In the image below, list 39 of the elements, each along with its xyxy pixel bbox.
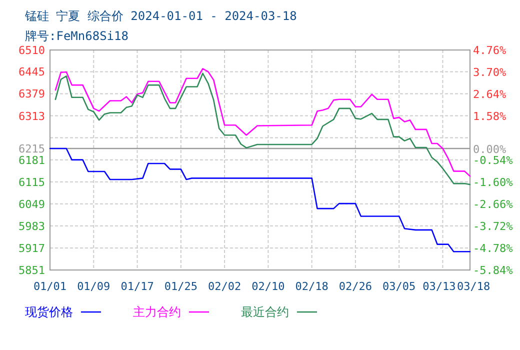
y2-tick-label: -1.60% — [473, 176, 514, 189]
line-series — [49, 148, 471, 252]
legend-label: 最近合约 — [241, 305, 289, 319]
y2-tick-label: 4.76% — [473, 44, 506, 57]
x-tick-label: 03/13 — [422, 280, 456, 293]
y-tick-label: 6115 — [18, 176, 45, 189]
y2-tick-label: -2.66% — [473, 198, 514, 211]
y-tick-label: 6379 — [18, 88, 45, 101]
x-tick-label: 02/02 — [208, 280, 242, 293]
y2-tick-label: 1.58% — [473, 110, 506, 123]
y2-tick-label: -0.54% — [473, 154, 514, 167]
y-tick-label: 6313 — [18, 110, 45, 123]
y-tick-label: 6215 — [18, 142, 45, 156]
x-tick-label: 03/05 — [382, 280, 416, 293]
y2-tick-label: 3.70% — [473, 66, 506, 79]
chart-subtitle: 牌号:FeMn68Si18 — [25, 29, 128, 43]
x-tick-label: 01/01 — [33, 280, 67, 293]
chart-title: 锰硅 宁夏 综合价 2024-01-01 - 2024-03-18 — [24, 9, 297, 23]
y-tick-label: 5851 — [18, 264, 45, 277]
x-tick-label: 01/09 — [77, 280, 110, 293]
x-tick-label: 02/10 — [252, 280, 285, 293]
x-tick-label: 01/17 — [120, 280, 154, 293]
y-tick-label: 6510 — [18, 44, 45, 57]
x-tick-label: 02/26 — [338, 280, 372, 293]
y-tick-label: 6445 — [18, 66, 45, 79]
y2-tick-label: 0.00% — [473, 142, 506, 156]
legend-label: 主力合约 — [133, 305, 181, 319]
y-tick-label: 6181 — [18, 154, 45, 167]
y-tick-label: 6049 — [18, 198, 45, 211]
x-tick-label: 03/18 — [457, 280, 490, 293]
y2-tick-label: 2.64% — [473, 88, 506, 101]
y2-tick-label: -5.84% — [473, 264, 514, 277]
x-tick-label: 02/18 — [295, 280, 328, 293]
x-tick-label: 01/25 — [164, 280, 198, 293]
y2-tick-label: -4.78% — [473, 242, 514, 255]
y-tick-label: 5917 — [18, 242, 45, 255]
legend-label: 现货价格 — [25, 305, 73, 319]
y-tick-label: 5983 — [18, 220, 45, 233]
y2-tick-label: -3.72% — [473, 220, 514, 233]
